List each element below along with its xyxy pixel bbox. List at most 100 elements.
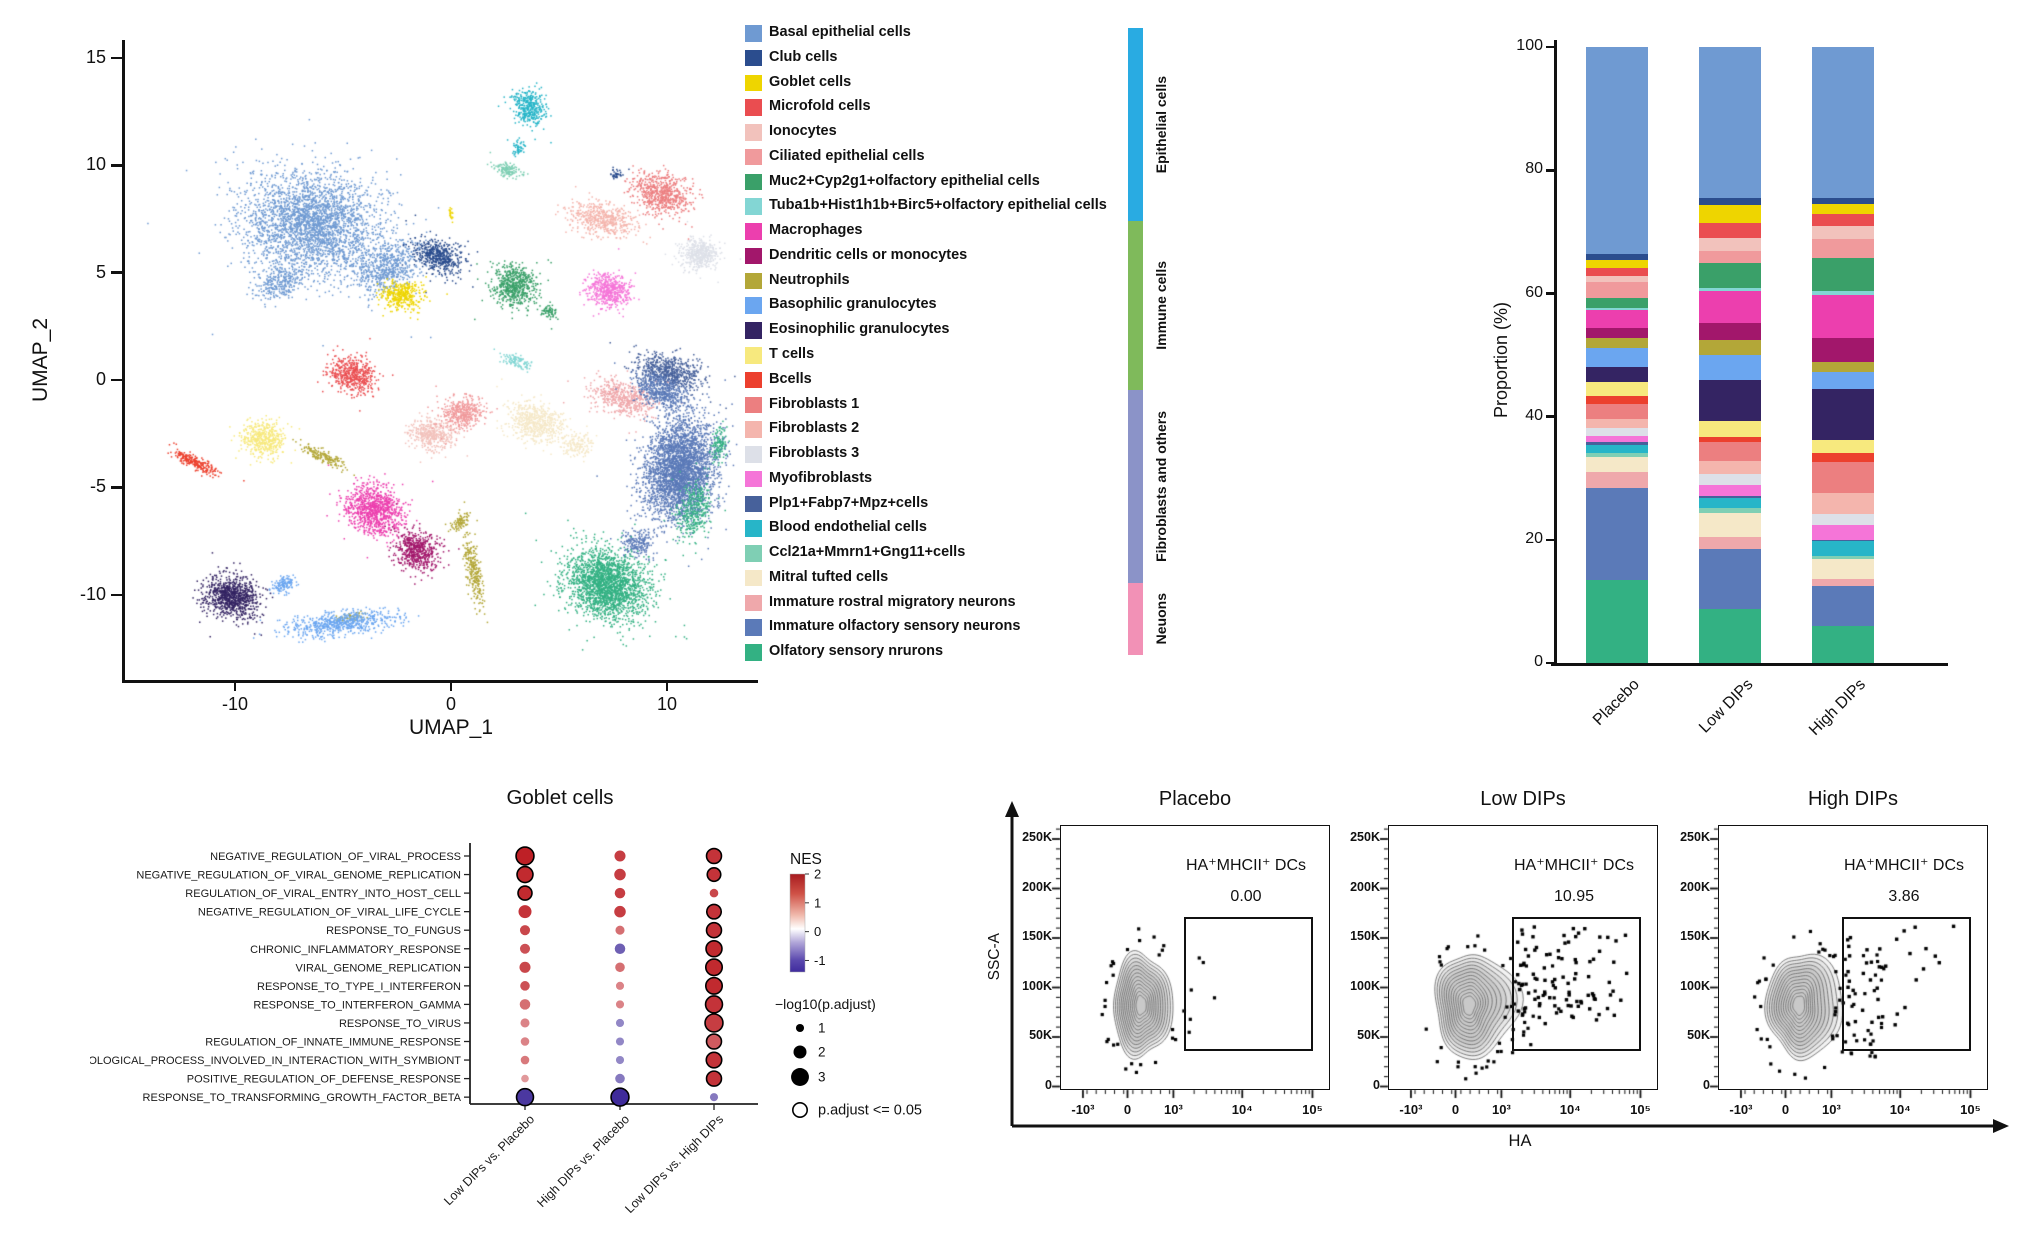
bar-segment [1699, 507, 1761, 513]
bar-segment [1586, 309, 1648, 328]
bar-segment [1699, 339, 1761, 356]
gsea-dot [705, 1033, 723, 1050]
gsea-dot [709, 1093, 719, 1102]
bar-segment [1699, 222, 1761, 239]
umap-y-tick-label: -5 [89, 476, 106, 497]
gate-box [1841, 917, 1971, 1051]
bar-segment [1586, 297, 1648, 309]
gsea-dot [705, 939, 723, 958]
legend-item-label: T cells [769, 346, 815, 362]
umap-y-tick-label: 0 [95, 369, 106, 389]
bar-segment [1699, 536, 1761, 550]
bar-segment [1586, 472, 1648, 488]
bar-segment [1812, 461, 1874, 493]
legend-swatch [745, 223, 762, 240]
gate-label: HA⁺MHCII⁺ DCs [1844, 857, 1964, 874]
sig-legend-circle [791, 1101, 808, 1118]
bar-segment [1699, 512, 1761, 538]
gsea-dot [705, 921, 723, 939]
pathway-label: REGULATION_OF_INNATE_IMMUNE_RESPONSE [205, 1037, 461, 1049]
legend-swatch [745, 124, 762, 141]
umap-y-tick [111, 486, 122, 489]
size-legend-dot [793, 1045, 807, 1059]
flow-x-tick-label: 0 [1451, 1102, 1460, 1117]
cell-type-legend: Basal epithelial cells Club cells Goblet c… [740, 0, 1220, 700]
bar-segment [1699, 484, 1761, 496]
flow-x-axis-label: HA [1508, 1132, 1532, 1150]
legend-swatch [745, 421, 762, 438]
bar-segment [1812, 257, 1874, 292]
pathway-label: RESPONSE_TO_TRANSFORMING_GROWTH_FACTOR_B… [143, 1092, 462, 1104]
umap-x-tick-label: -10 [221, 694, 248, 714]
bar-segment [1699, 290, 1761, 324]
legend-swatch [745, 297, 762, 314]
legend-swatch [745, 198, 762, 215]
legend-item-label: Muc2+Cyp2g1+olfactory epithelial cells [769, 172, 1040, 189]
nes-tick-label: -1 [814, 953, 826, 968]
umap-y-tick [111, 56, 122, 60]
size-legend-title: −log10(p.adjust) [775, 996, 876, 1012]
umap-y-tick [111, 378, 122, 382]
flow-outer-axes [1005, 801, 2009, 1133]
pathway-label: REGULATION_OF_VIRAL_ENTRY_INTO_HOST_CELL [185, 888, 461, 900]
umap-y-tick [111, 271, 122, 274]
flow-y-tick-label: 200K [1350, 879, 1380, 894]
nes-gradient-bar [789, 873, 806, 973]
gate-value: 0.00 [1230, 888, 1262, 905]
gate-label: HA⁺MHCII⁺ DCs [1514, 857, 1634, 874]
legend-swatch [745, 99, 762, 116]
group-bar-segment [1128, 389, 1143, 583]
flow-canvas [1354, 815, 1694, 1125]
pathway-label: RESPONSE_TO_VIRUS [339, 1018, 461, 1030]
flow-x-tick-label: -10³ [1071, 1102, 1095, 1117]
gsea-dot [615, 1037, 625, 1046]
bar-segment [1586, 347, 1648, 368]
bar-segment [1699, 473, 1761, 485]
bar-segment [1586, 275, 1648, 283]
bar-segment [1812, 541, 1874, 556]
legend-item-label: Ciliated epithelial cells [769, 147, 925, 164]
legend-item-label: Blood endothelial cells [769, 519, 927, 536]
flow-y-tick-label: 100K [1350, 978, 1380, 993]
flow-x-tick-label: 10⁴ [1231, 1102, 1253, 1117]
bar-segment [1586, 47, 1648, 255]
bar-segment [1812, 513, 1874, 526]
gsea-dot [519, 999, 531, 1010]
legend-swatch [745, 148, 762, 166]
gsea-dot [519, 925, 531, 936]
gsea-dot [704, 1013, 724, 1033]
legend-swatch [745, 347, 762, 364]
bar-segment [1812, 291, 1874, 295]
bar-segment [1812, 492, 1874, 514]
legend-swatch [745, 594, 762, 612]
flow-x-tick-label: 10³ [1491, 1102, 1511, 1117]
gsea-dot [515, 846, 535, 866]
flow-y-tick-label: 150K [1350, 929, 1380, 943]
umap-x-tick [449, 682, 453, 691]
flow-panel-title: High DIPs [1807, 788, 1899, 810]
flow-x-tick-label: 10³ [1821, 1102, 1841, 1117]
gsea-dot [518, 905, 532, 919]
bar-segment [1586, 254, 1648, 261]
bar-segment [1812, 626, 1874, 664]
bar-segment [1699, 608, 1761, 664]
gsea-dot [614, 905, 626, 918]
flow-y-tick-label: 50K [1029, 1028, 1052, 1042]
legend-item-label: Basophilic granulocytes [769, 296, 937, 313]
flow-canvas [1026, 815, 1366, 1125]
legend-swatch [745, 74, 762, 92]
bar-segment [1812, 586, 1874, 627]
umap-x-tick [233, 682, 237, 691]
bar-y-tick [1546, 538, 1554, 542]
legend-item-label: Fibroblasts 2 [769, 420, 860, 437]
legend-item-label: Eosinophilic granulocytes [769, 321, 950, 338]
bar-segment [1699, 379, 1761, 421]
bar-y-tick [1546, 292, 1554, 295]
flow-y-arrowhead [1005, 801, 1019, 817]
gate-box [1511, 917, 1641, 1051]
gsea-dot [520, 1055, 530, 1065]
flow-x-tick-label: 10⁴ [1559, 1102, 1581, 1117]
bar-segment [1812, 238, 1874, 258]
legend-item-label: Fibroblasts 1 [769, 395, 860, 412]
legend-swatch [745, 371, 762, 389]
